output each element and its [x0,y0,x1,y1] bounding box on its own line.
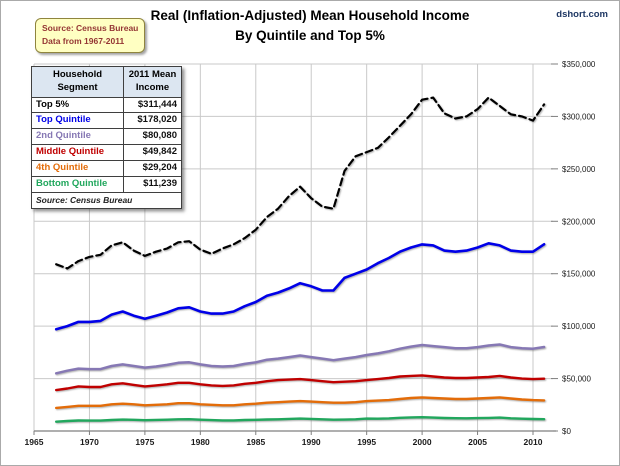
series-line-middle-quintile [55,374,546,392]
x-axis-label: 2010 [524,437,543,447]
legend-income-value: $29,204 [123,159,182,177]
legend-income-value: $11,239 [123,175,182,193]
y-axis-label: $250,000 [562,165,596,174]
source-note-line2: Data from 1967-2011 [42,36,125,47]
legend-segment-label: Top Quintile [31,112,124,130]
y-axis-label: $200,000 [562,217,596,226]
x-axis-label: 1965 [25,437,44,447]
y-axis-label: $0 [562,427,571,436]
x-axis-label: 2000 [413,437,432,447]
legend-table: Household Segment 2011 Mean Income Top 5… [31,66,182,209]
legend-segment-label: 2nd Quintile [31,128,124,146]
legend-income-value: $311,444 [123,96,182,114]
legend-income-value: $80,080 [123,128,182,146]
y-axis-label: $300,000 [562,112,596,121]
series-line-top-5- [55,96,546,270]
y-axis-label: $350,000 [562,60,596,69]
series-line-2nd-quintile [54,343,546,375]
x-axis-label: 1980 [191,437,210,447]
chart-title-line1: Real (Inflation-Adjusted) Mean Household… [150,8,470,23]
source-note-box: Source: Census Bureau Data from 1967-201… [35,18,146,54]
x-axis-label: 1970 [80,437,99,447]
legend-table-head: Household Segment 2011 Mean Income [31,66,182,98]
series-line-4th-quintile [55,396,546,410]
chart-title-line2: By Quintile and Top 5% [235,28,385,44]
y-axis-label: $150,000 [562,270,596,279]
legend-col-header-income: 2011 Mean Income [123,66,182,98]
legend-col-header-segment: Household Segment [31,66,124,98]
legend-row: Middle Quintile $49,842 [31,144,182,161]
series-line-top-quintile [54,242,546,331]
series-line-bottom-quintile [55,416,546,423]
x-axis-label: 1995 [357,437,376,447]
legend-row: Top Quintile $178,020 [31,112,182,130]
legend-row: 2nd Quintile $80,080 [31,128,182,146]
site-watermark: dshort.com [556,9,608,20]
legend-table-body: Top 5% $311,444 Top Quintile $178,020 2nd Qu… [31,96,182,193]
legend-segment-label: Top 5% [31,96,124,114]
legend-row: 4th Quintile $29,204 [31,159,182,177]
chart-title: Real (Inflation-Adjusted) Mean Household… [1,6,619,47]
legend-row: Top 5% $311,444 [31,96,182,114]
legend-income-value: $49,842 [123,144,182,161]
legend-segment-label: 4th Quintile [31,159,124,177]
legend-footer: Source: Census Bureau [31,191,182,209]
legend-income-value: $178,020 [123,112,182,130]
x-axis-label: 1990 [302,437,321,447]
legend-row: Bottom Quintile $11,239 [31,175,182,193]
y-axis-label: $50,000 [562,375,591,384]
x-axis-label: 2005 [468,437,487,447]
y-axis-label: $100,000 [562,322,596,331]
legend-segment-label: Bottom Quintile [31,175,124,193]
x-axis-label: 1975 [135,437,154,447]
x-axis-label: 1985 [246,437,265,447]
source-note-line1: Source: Census Bureau [42,23,139,33]
legend-segment-label: Middle Quintile [31,144,124,161]
